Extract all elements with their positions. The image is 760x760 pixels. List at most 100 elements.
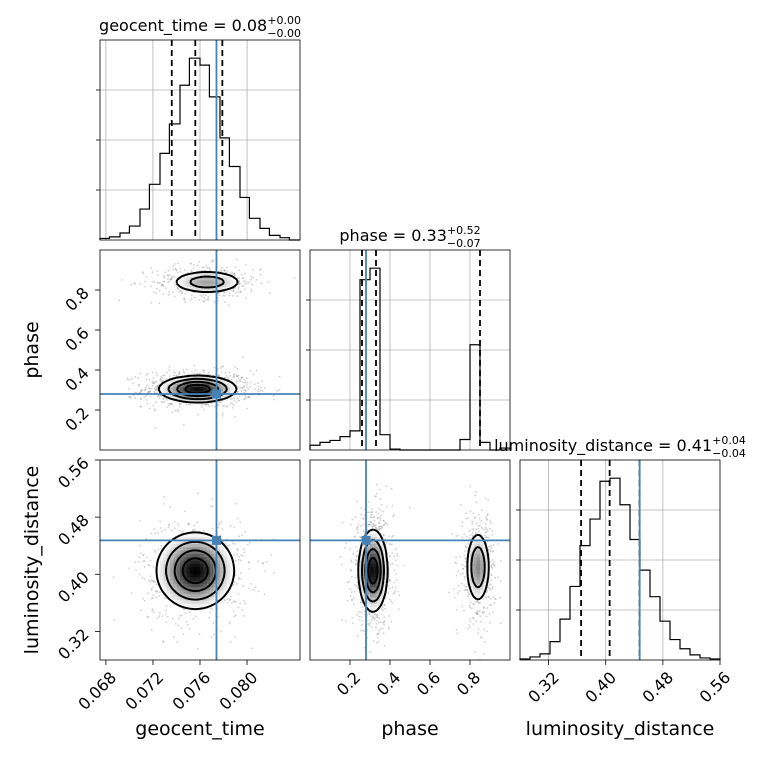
sample-point (497, 576, 500, 579)
sample-point (481, 611, 484, 613)
sample-point (259, 267, 262, 270)
sample-point (467, 591, 470, 593)
sample-point (233, 542, 236, 545)
sample-point (192, 529, 195, 532)
sample-point (352, 552, 355, 555)
sample-point (177, 617, 180, 620)
sample-point (183, 297, 186, 299)
sample-point (463, 609, 465, 612)
sample-point (234, 574, 237, 576)
density-cell (220, 553, 224, 558)
density-cell (206, 380, 211, 384)
density-cell (230, 576, 234, 581)
sample-point (210, 636, 213, 638)
density-cell (203, 603, 208, 608)
density-cell (226, 553, 231, 558)
sample-point (476, 612, 478, 615)
sample-point (223, 270, 226, 272)
x-tick-label: 0.080 (216, 668, 262, 714)
sample-point (181, 529, 184, 532)
sample-point (490, 522, 493, 525)
sample-point (165, 605, 168, 608)
sample-point (375, 615, 378, 618)
sample-point (151, 608, 154, 611)
sample-point (146, 615, 149, 618)
sample-point (455, 574, 458, 577)
density-cell (160, 583, 164, 588)
sample-point (232, 375, 235, 378)
density-cell (206, 556, 211, 561)
sample-point (161, 615, 164, 618)
title-lower-error: −0.04 (712, 447, 746, 460)
density-cell (170, 380, 174, 384)
sample-point (349, 595, 352, 597)
density-cell (480, 553, 484, 558)
sample-point (185, 620, 188, 623)
sample-point (469, 601, 472, 604)
sample-point (217, 299, 219, 302)
sample-point (232, 610, 235, 613)
sample-point (359, 536, 362, 539)
sample-point (139, 372, 142, 375)
sample-point (480, 620, 483, 623)
density-cell (166, 550, 171, 554)
panel-title-luminosity_distance: luminosity_distance = 0.41+0.04 −0.04 (494, 434, 746, 460)
panel-frame (309, 249, 511, 451)
density-cell (373, 530, 378, 534)
sample-point (464, 589, 466, 591)
density-cell (186, 560, 191, 564)
sample-point (383, 523, 386, 526)
density-cell (200, 386, 204, 391)
sample-point (465, 586, 468, 588)
sample-point (154, 292, 157, 294)
density-cell (223, 553, 228, 558)
density-cell (373, 563, 378, 568)
density-cell (203, 590, 208, 594)
sample-point (491, 587, 494, 590)
sample-point (153, 381, 155, 383)
density-cell (480, 573, 484, 578)
density-cell (480, 546, 484, 551)
sample-point (356, 500, 359, 503)
sample-point (464, 545, 467, 548)
density-cell (220, 576, 224, 581)
density-cell (173, 600, 178, 604)
density-cell (196, 533, 201, 538)
density-cell (173, 593, 178, 598)
density-cell (170, 543, 174, 548)
sample-point (148, 564, 151, 567)
density-cell (176, 540, 181, 544)
sample-point (236, 553, 239, 556)
density-cell (183, 383, 188, 388)
density-cell (173, 556, 178, 561)
sample-point (471, 520, 474, 523)
sample-point (250, 275, 253, 278)
density-cell (190, 566, 194, 571)
sample-point (178, 373, 181, 375)
contour-level (157, 271, 239, 404)
sample-point (361, 629, 364, 631)
density-cell (170, 566, 174, 571)
density-cell (190, 533, 194, 538)
density-cell (220, 583, 224, 588)
density-cell (203, 556, 208, 561)
density-cell (186, 566, 191, 571)
density-cell (210, 283, 214, 288)
sample-point (87, 384, 89, 386)
sample-point (373, 519, 376, 522)
sample-point (393, 513, 395, 516)
sample-point (184, 299, 186, 301)
density-cell (473, 540, 478, 544)
sample-point (138, 383, 141, 386)
sample-point (380, 514, 383, 517)
sample-point (164, 613, 167, 616)
sample-point (154, 551, 157, 553)
sample-point (490, 566, 492, 568)
density-cell (476, 580, 481, 584)
sample-point (370, 626, 373, 629)
density-cell (213, 286, 218, 291)
sample-point (460, 503, 462, 506)
sample-point (222, 365, 225, 368)
sample-point (357, 531, 359, 534)
sample-point (188, 522, 191, 525)
